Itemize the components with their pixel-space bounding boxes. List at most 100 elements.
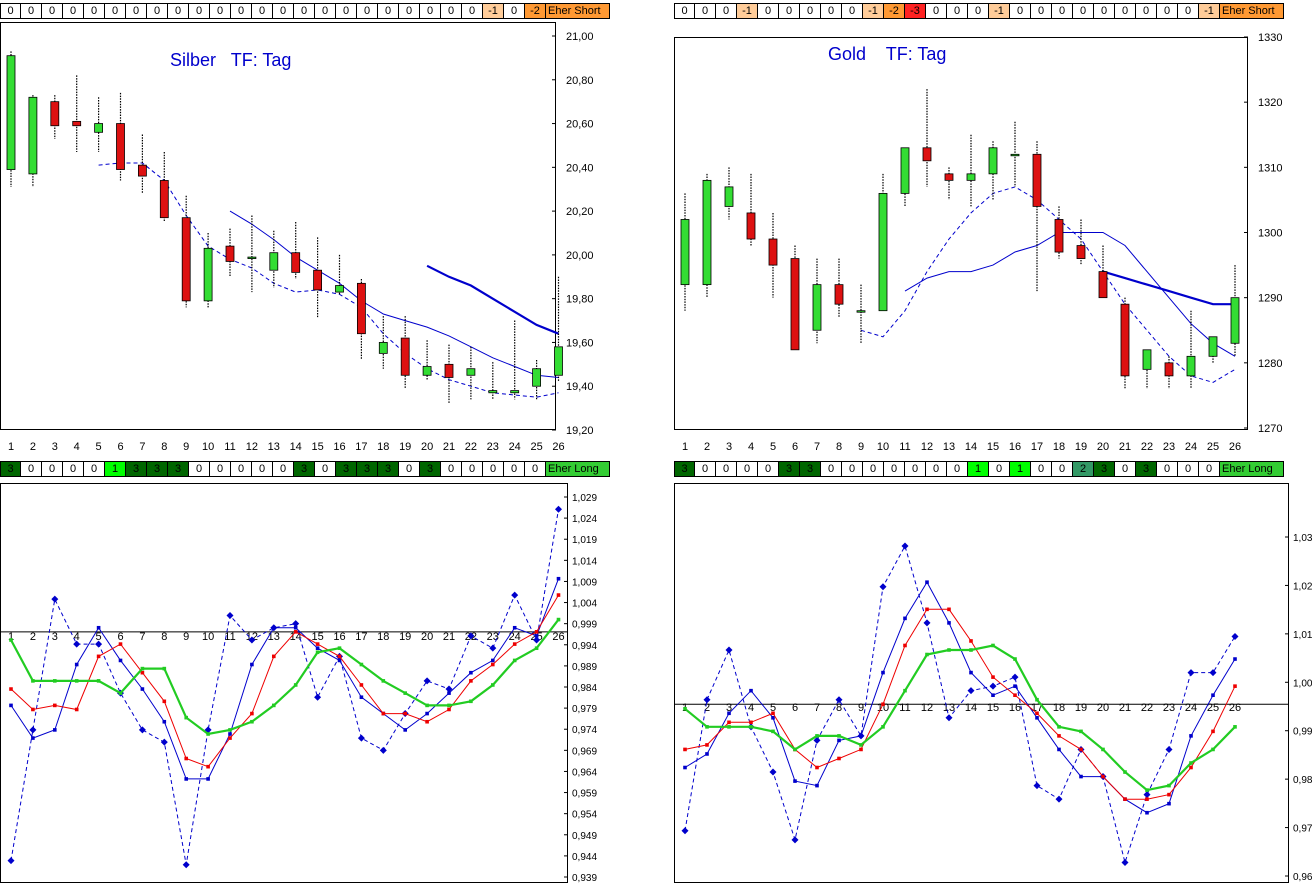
series-point bbox=[512, 625, 517, 630]
series-point bbox=[1035, 711, 1039, 716]
x-tick-label: 10 bbox=[202, 441, 214, 453]
x-tick-label: 3 bbox=[52, 441, 58, 453]
signal-cell: 3 bbox=[168, 461, 189, 477]
x-tick-label: 8 bbox=[161, 631, 167, 643]
series-point bbox=[293, 625, 298, 630]
signal-cell: -1 bbox=[1199, 3, 1220, 19]
series-point bbox=[1121, 858, 1129, 866]
x-tick-label: 11 bbox=[224, 441, 235, 453]
candle-body bbox=[247, 256, 257, 259]
signal-cell: 0 bbox=[947, 461, 968, 477]
signal-cell: 0 bbox=[63, 3, 84, 19]
x-tick-label: 10 bbox=[202, 631, 214, 643]
series-point bbox=[1189, 734, 1193, 738]
x-tick-label: 8 bbox=[836, 441, 842, 453]
y-tick-label: 0,989 bbox=[572, 662, 597, 673]
x-tick-label: 26 bbox=[552, 441, 564, 453]
series-point bbox=[991, 693, 995, 697]
series-point bbox=[683, 747, 687, 752]
x-tick-label: 2 bbox=[30, 631, 36, 643]
moving-average-line bbox=[860, 186, 1236, 383]
series-point bbox=[314, 693, 322, 701]
signal-cell: 0 bbox=[462, 461, 483, 477]
series-point bbox=[292, 620, 300, 628]
x-tick-label: 26 bbox=[1229, 441, 1241, 453]
signal-cell: -2 bbox=[884, 3, 905, 19]
signal-cell: 0 bbox=[462, 3, 483, 19]
series-point bbox=[226, 611, 234, 619]
series-point bbox=[947, 607, 951, 612]
x-tick-label: 3 bbox=[726, 702, 732, 714]
y-tick-label: 1330 bbox=[1258, 32, 1282, 44]
signal-cell: 0 bbox=[147, 3, 168, 19]
series-point bbox=[469, 670, 473, 675]
x-tick-label: 2 bbox=[30, 441, 36, 453]
x-tick-label: 6 bbox=[117, 631, 123, 643]
series-point bbox=[1079, 747, 1083, 752]
y-tick-label: 1290 bbox=[1258, 293, 1282, 305]
signal-cell: 0 bbox=[1073, 3, 1094, 19]
series-point bbox=[272, 625, 276, 630]
signal-cell: 3 bbox=[126, 461, 147, 477]
x-tick-label: 13 bbox=[943, 441, 955, 453]
series-point bbox=[881, 670, 885, 675]
signal-cell: 0 bbox=[821, 461, 842, 477]
signal-cell: 3 bbox=[0, 461, 21, 477]
signal-cell: -2 bbox=[525, 3, 546, 19]
series-point bbox=[1209, 669, 1217, 677]
candle-body bbox=[444, 363, 454, 378]
y-tick-label: 19,60 bbox=[566, 337, 594, 349]
series-point bbox=[512, 658, 517, 663]
series-point bbox=[681, 827, 689, 835]
candle-body bbox=[291, 252, 301, 273]
series-point bbox=[423, 677, 431, 685]
series-point bbox=[293, 683, 298, 687]
candle-body bbox=[746, 212, 756, 240]
x-tick-label: 18 bbox=[377, 631, 389, 643]
candle-body bbox=[1164, 362, 1174, 377]
series-point bbox=[556, 576, 561, 581]
series-line bbox=[684, 544, 1236, 865]
series-point bbox=[1013, 684, 1017, 688]
candle-body bbox=[466, 368, 476, 376]
series-point bbox=[425, 703, 429, 708]
signal-cell: 0 bbox=[1052, 461, 1073, 477]
x-tick-label: 26 bbox=[552, 631, 564, 643]
x-tick-label: 16 bbox=[333, 631, 345, 643]
series-point bbox=[749, 720, 753, 725]
candle-body bbox=[313, 269, 323, 291]
x-tick-label: 20 bbox=[421, 441, 433, 453]
x-tick-label: 24 bbox=[509, 441, 521, 453]
x-tick-label: 19 bbox=[399, 631, 411, 643]
x-tick-label: 17 bbox=[1031, 441, 1043, 453]
series-point bbox=[425, 719, 429, 724]
series-point bbox=[337, 646, 342, 650]
y-tick-label: 0,992 bbox=[1293, 727, 1312, 738]
x-tick-label: 10 bbox=[877, 441, 889, 453]
x-tick-label: 19 bbox=[1075, 441, 1087, 453]
x-tick-label: 24 bbox=[509, 631, 521, 643]
signal-cell: 0 bbox=[821, 3, 842, 19]
series-point bbox=[859, 747, 863, 752]
y-tick-label: 20,60 bbox=[566, 119, 594, 131]
signal-cell: 1 bbox=[968, 461, 989, 477]
x-tick-label: 7 bbox=[139, 631, 145, 643]
y-tick-label: 20,20 bbox=[566, 206, 594, 218]
series-point bbox=[945, 714, 953, 722]
series-point bbox=[556, 617, 561, 622]
series-point bbox=[73, 640, 81, 648]
series-point bbox=[835, 696, 843, 704]
signal-cell: 0 bbox=[947, 3, 968, 19]
y-tick-label: 1,004 bbox=[572, 599, 597, 610]
x-tick-label: 23 bbox=[1163, 441, 1175, 453]
y-tick-label: 1,032 bbox=[1293, 533, 1312, 544]
series-point bbox=[403, 728, 407, 732]
series-line bbox=[10, 509, 559, 865]
series-point bbox=[991, 675, 995, 679]
x-tick-label: 3 bbox=[52, 631, 58, 643]
series-point bbox=[771, 711, 775, 716]
series-point bbox=[293, 630, 298, 634]
signal-cell: 0 bbox=[231, 3, 252, 19]
candle-body bbox=[356, 282, 366, 335]
